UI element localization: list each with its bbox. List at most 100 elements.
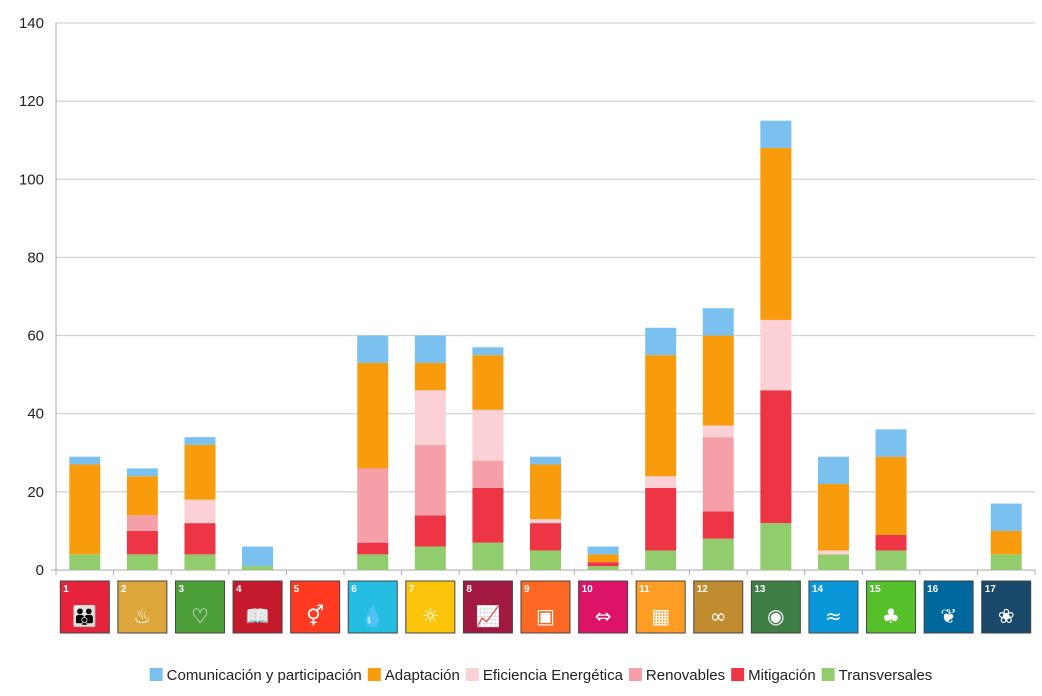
x-tick-label-10: 10 [582, 584, 594, 595]
legend-swatch-comunicacion-y-participacion [149, 668, 163, 681]
sdg-tile-2: 2♨ [117, 580, 168, 634]
legend-item-eficiencia-energetica: Eficiencia Energética [465, 667, 624, 684]
water-drop-icon: 💧 [360, 604, 385, 628]
bar-adaptacion-3 [184, 444, 216, 500]
bar-comunicacion-y-participacion-8 [472, 347, 504, 356]
sdg-tile-bg [59, 580, 110, 634]
bar-transversales-7 [414, 546, 446, 570]
bar-comunicacion-y-participacion-10 [587, 546, 619, 555]
bar-comunicacion-y-participacion-4 [242, 546, 274, 567]
sdg-tile-10: 10⇔ [578, 580, 629, 634]
eye-earth-icon: ◉ [767, 604, 784, 628]
bar-comunicacion-y-participacion-14 [817, 456, 849, 485]
sdg-tile-bg [520, 580, 571, 634]
sdg-tile-1: 1👪 [59, 580, 110, 634]
y-tick-label-140: 140 [19, 15, 44, 32]
sdg-tile-bg [174, 580, 225, 634]
sdg-tile-bg [405, 580, 456, 634]
bar-comunicacion-y-participacion-7 [414, 335, 446, 363]
bar-renovables-7 [414, 444, 446, 516]
sdg-tile-bg [232, 580, 283, 634]
y-tick-label-80: 80 [27, 249, 44, 266]
bar-mitigacion-6 [357, 542, 389, 555]
bar-stack-15 [875, 429, 907, 570]
bar-stack-4 [242, 546, 274, 570]
bar-adaptacion-1 [69, 464, 101, 555]
bar-adaptacion-7 [414, 362, 446, 391]
bar-renovables-6 [357, 468, 389, 543]
sdg-tile-bg [923, 580, 974, 634]
bar-transversales-10 [587, 566, 619, 570]
sdg-tile-bg [808, 580, 859, 634]
bar-adaptacion-11 [645, 355, 677, 477]
bar-adaptacion-6 [357, 362, 389, 469]
x-tick-label-1: 1 [63, 584, 69, 595]
bar-renovables-8 [472, 460, 504, 488]
bar-eficiencia-energetica-8 [472, 409, 504, 461]
sdg-tile-7: 7☼ [405, 580, 456, 634]
sdg-tile-bg [693, 580, 744, 634]
bar-mitigacion-11 [645, 487, 677, 551]
sdg-tile-13: 13◉ [750, 580, 801, 634]
bar-stack-12 [702, 308, 734, 570]
bar-renovables-12 [702, 437, 734, 512]
sdg-tile-bg [290, 580, 341, 634]
bar-comunicacion-y-participacion-13 [760, 120, 792, 149]
x-tick-label-15: 15 [870, 584, 882, 595]
bar-renovables-2 [126, 515, 158, 531]
legend-item-comunicacion-y-participacion: Comunicación y participación [149, 667, 362, 684]
bar-mitigacion-8 [472, 487, 504, 543]
family-icon: 👪 [72, 604, 97, 628]
x-tick-label-12: 12 [697, 584, 709, 595]
bar-stack-9 [530, 456, 561, 570]
y-tick-label-60: 60 [27, 328, 44, 345]
rings-icon: ❀ [998, 604, 1015, 628]
bar-eficiencia-energetica-14 [817, 550, 849, 555]
sdg-tile-14: 14≈ [808, 580, 859, 634]
bar-mitigacion-15 [875, 534, 907, 551]
bar-stack-6 [357, 335, 389, 570]
bar-adaptacion-9 [530, 464, 561, 520]
sdg-tile-4: 4📖 [232, 580, 283, 634]
legend-swatch-adaptacion [367, 668, 381, 681]
x-tick-label-7: 7 [409, 584, 415, 595]
book-icon: 📖 [245, 604, 270, 628]
x-tick-label-5: 5 [294, 584, 300, 595]
sdg-tile-16: 16❦ [923, 580, 974, 634]
bar-adaptacion-17 [990, 530, 1022, 555]
x-tick-label-11: 11 [639, 584, 650, 595]
sdg-tile-bg [866, 580, 917, 634]
bar-eficiencia-energetica-7 [414, 390, 446, 445]
x-tick-label-8: 8 [466, 584, 472, 595]
sdg-tile-12: 12∞ [693, 580, 744, 634]
y-tick-label-20: 20 [27, 484, 44, 501]
sdg-tile-11: 11▦ [635, 580, 686, 634]
sdg-tile-bg [117, 580, 168, 634]
bar-adaptacion-13 [760, 148, 792, 320]
bar-stack-13 [760, 120, 792, 570]
bar-transversales-15 [875, 550, 907, 570]
legend: Comunicación y participación Adaptación Ef… [149, 667, 932, 684]
bar-adaptacion-14 [817, 484, 849, 551]
sdg-tile-15: 15♣ [866, 580, 917, 634]
legend-label-adaptacion: Adaptación [385, 667, 460, 684]
bar-comunicacion-y-participacion-12 [702, 308, 734, 336]
tree-icon: ♣ [882, 604, 900, 628]
legend-item-mitigacion: Mitigación [731, 667, 816, 684]
x-tick-label-6: 6 [351, 584, 357, 595]
bar-transversales-14 [817, 554, 849, 570]
bar-comunicacion-y-participacion-3 [184, 437, 216, 445]
bar-transversales-2 [126, 554, 158, 570]
bar-stack-8 [472, 347, 504, 570]
bar-transversales-11 [645, 550, 677, 570]
bar-transversales-13 [760, 523, 792, 570]
bar-stack-1 [69, 456, 101, 570]
x-tick-label-2: 2 [121, 584, 127, 595]
legend-swatch-transversales [821, 668, 835, 681]
bar-transversales-1 [69, 554, 101, 570]
equality-icon: ⇔ [595, 604, 612, 628]
bar-transversales-8 [472, 542, 504, 570]
sdg-tile-5: 5⚥ [290, 580, 341, 634]
legend-item-adaptacion: Adaptación [367, 667, 460, 684]
bar-eficiencia-energetica-3 [184, 499, 216, 524]
